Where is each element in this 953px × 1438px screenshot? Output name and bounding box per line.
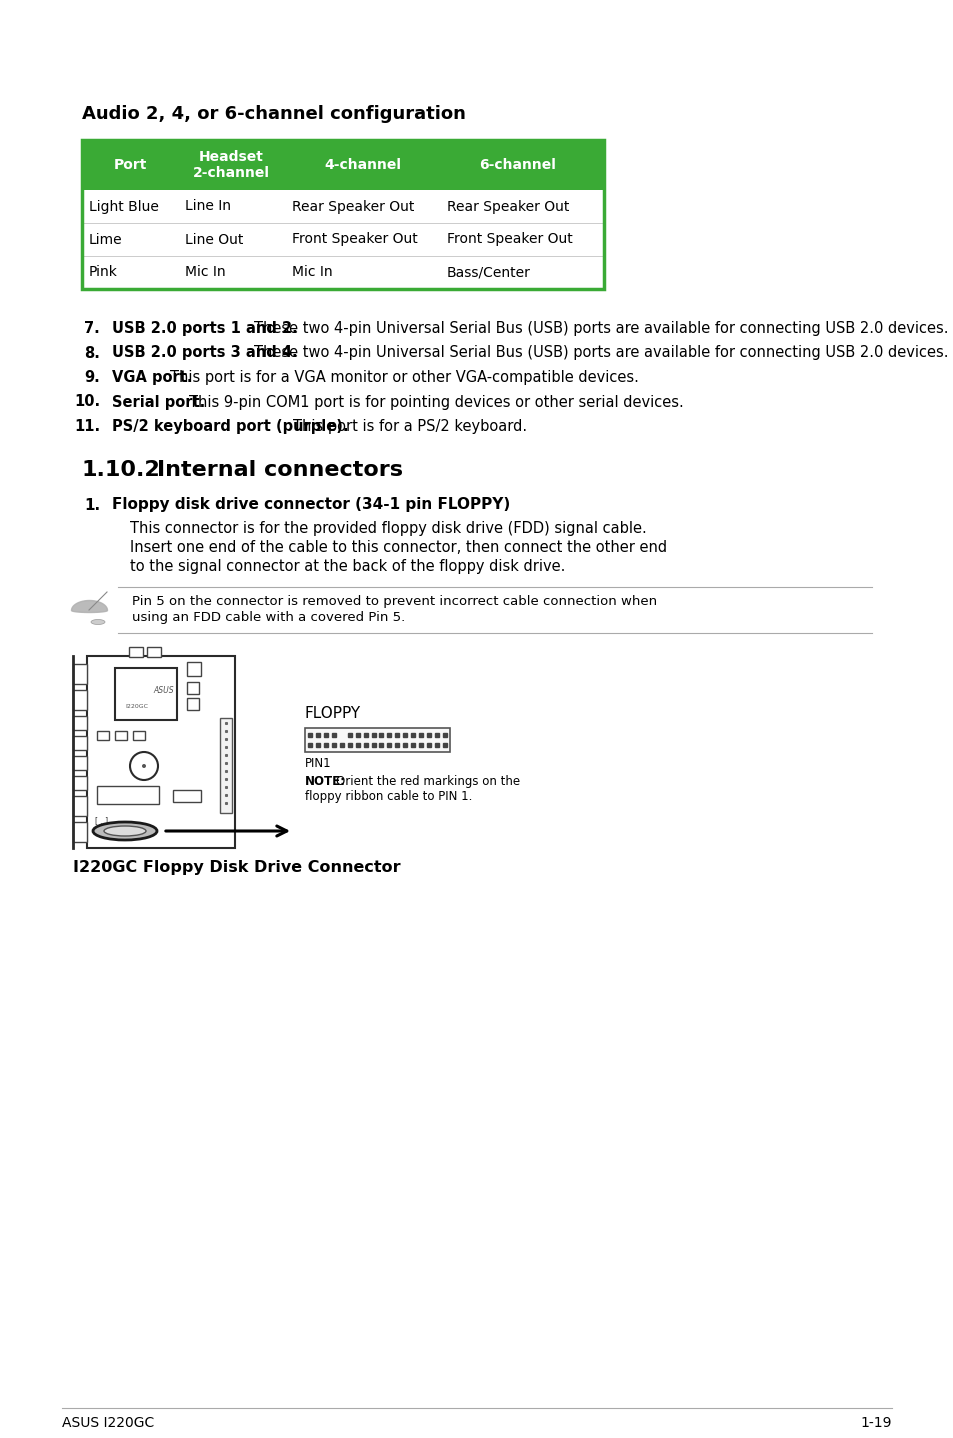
Text: Headset
2-channel: Headset 2-channel	[193, 150, 270, 180]
Bar	[82, 139, 603, 289]
Text: Rear Speaker Out: Rear Speaker Out	[292, 200, 414, 213]
Text: This port is for a VGA monitor or other VGA-compatible devices.: This port is for a VGA monitor or other …	[170, 370, 639, 385]
Bar	[172, 789, 201, 802]
Text: Light Blue: Light Blue	[89, 200, 159, 213]
Text: 1.: 1.	[84, 498, 100, 512]
Ellipse shape	[104, 825, 146, 835]
Text: [ . ]: [ . ]	[95, 815, 108, 825]
Text: Pin 5 on the connector is removed to prevent incorrect cable connection when: Pin 5 on the connector is removed to pre…	[132, 595, 657, 608]
Bar	[73, 756, 87, 769]
Bar	[132, 731, 145, 741]
Circle shape	[130, 752, 158, 779]
Bar	[97, 731, 109, 741]
Text: Lime: Lime	[89, 233, 123, 246]
Text: Mic In: Mic In	[292, 266, 333, 279]
Text: Internal connectors: Internal connectors	[157, 460, 402, 479]
Text: ASUS I220GC: ASUS I220GC	[62, 1416, 154, 1429]
Text: 6-channel: 6-channel	[478, 158, 556, 173]
Bar	[187, 697, 199, 710]
Bar	[115, 731, 127, 741]
Bar	[73, 736, 87, 751]
Text: 7.: 7.	[84, 321, 100, 336]
Bar	[187, 682, 199, 695]
Bar	[84, 190, 602, 289]
Text: Insert one end of the cable to this connector, then connect the other end: Insert one end of the cable to this conn…	[130, 541, 666, 555]
Text: floppy ribbon cable to PIN 1.: floppy ribbon cable to PIN 1.	[305, 789, 472, 802]
Text: FLOPPY: FLOPPY	[305, 706, 361, 720]
Text: ASUS: ASUS	[153, 686, 174, 695]
Text: Bass/Center: Bass/Center	[447, 266, 530, 279]
Text: Audio 2, 4, or 6-channel configuration: Audio 2, 4, or 6-channel configuration	[82, 105, 465, 124]
Ellipse shape	[91, 620, 105, 624]
Text: 1.10.2: 1.10.2	[82, 460, 161, 479]
Text: This port is for a PS/2 keyboard.: This port is for a PS/2 keyboard.	[293, 418, 526, 434]
Text: 10.: 10.	[73, 394, 100, 410]
Text: This 9-pin COM1 port is for pointing devices or other serial devices.: This 9-pin COM1 port is for pointing dev…	[190, 394, 683, 410]
Text: USB 2.0 ports 1 and 2.: USB 2.0 ports 1 and 2.	[112, 321, 297, 336]
Text: Line In: Line In	[185, 200, 231, 213]
Text: using an FDD cable with a covered Pin 5.: using an FDD cable with a covered Pin 5.	[132, 611, 405, 624]
Text: Line Out: Line Out	[185, 233, 243, 246]
Text: 1-19: 1-19	[860, 1416, 891, 1429]
Text: Serial port.: Serial port.	[112, 394, 205, 410]
Text: PS/2 keyboard port (purple).: PS/2 keyboard port (purple).	[112, 418, 348, 434]
Text: This connector is for the provided floppy disk drive (FDD) signal cable.: This connector is for the provided flopp…	[130, 522, 646, 536]
Text: Orient the red markings on the: Orient the red markings on the	[335, 775, 519, 788]
Circle shape	[142, 764, 146, 768]
Text: NOTE:: NOTE:	[305, 775, 346, 788]
Text: 8.: 8.	[84, 345, 100, 361]
Text: PIN1: PIN1	[305, 756, 332, 769]
Bar	[73, 797, 87, 815]
Bar	[73, 716, 87, 731]
Text: Mic In: Mic In	[185, 266, 226, 279]
Text: Port: Port	[113, 158, 147, 173]
Text: Rear Speaker Out: Rear Speaker Out	[447, 200, 569, 213]
Text: 11.: 11.	[73, 418, 100, 434]
Bar	[187, 661, 201, 676]
Bar	[97, 787, 159, 804]
Ellipse shape	[92, 823, 157, 840]
Text: VGA port.: VGA port.	[112, 370, 193, 385]
Bar	[73, 690, 87, 710]
Bar	[73, 664, 87, 684]
Text: 4-channel: 4-channel	[324, 158, 400, 173]
Bar	[115, 669, 177, 720]
Text: 9.: 9.	[84, 370, 100, 385]
Text: Floppy disk drive connector (34-1 pin FLOPPY): Floppy disk drive connector (34-1 pin FL…	[112, 498, 510, 512]
Bar	[82, 139, 603, 190]
Bar	[220, 718, 232, 812]
Bar	[147, 647, 161, 657]
Text: USB 2.0 ports 3 and 4.: USB 2.0 ports 3 and 4.	[112, 345, 297, 361]
Text: to the signal connector at the back of the floppy disk drive.: to the signal connector at the back of t…	[130, 558, 565, 574]
Bar	[129, 647, 143, 657]
Bar	[305, 728, 450, 752]
Text: Front Speaker Out: Front Speaker Out	[447, 233, 572, 246]
Text: I220GC Floppy Disk Drive Connector: I220GC Floppy Disk Drive Connector	[73, 860, 400, 874]
Text: These two 4-pin Universal Serial Bus (USB) ports are available for connecting US: These two 4-pin Universal Serial Bus (US…	[253, 321, 947, 336]
Bar	[73, 823, 87, 843]
Text: I220GC: I220GC	[125, 705, 148, 709]
Bar	[87, 656, 234, 848]
Text: These two 4-pin Universal Serial Bus (USB) ports are available for connecting US: These two 4-pin Universal Serial Bus (US…	[253, 345, 947, 361]
Bar	[73, 777, 87, 789]
Text: Pink: Pink	[89, 266, 118, 279]
Text: Front Speaker Out: Front Speaker Out	[292, 233, 417, 246]
